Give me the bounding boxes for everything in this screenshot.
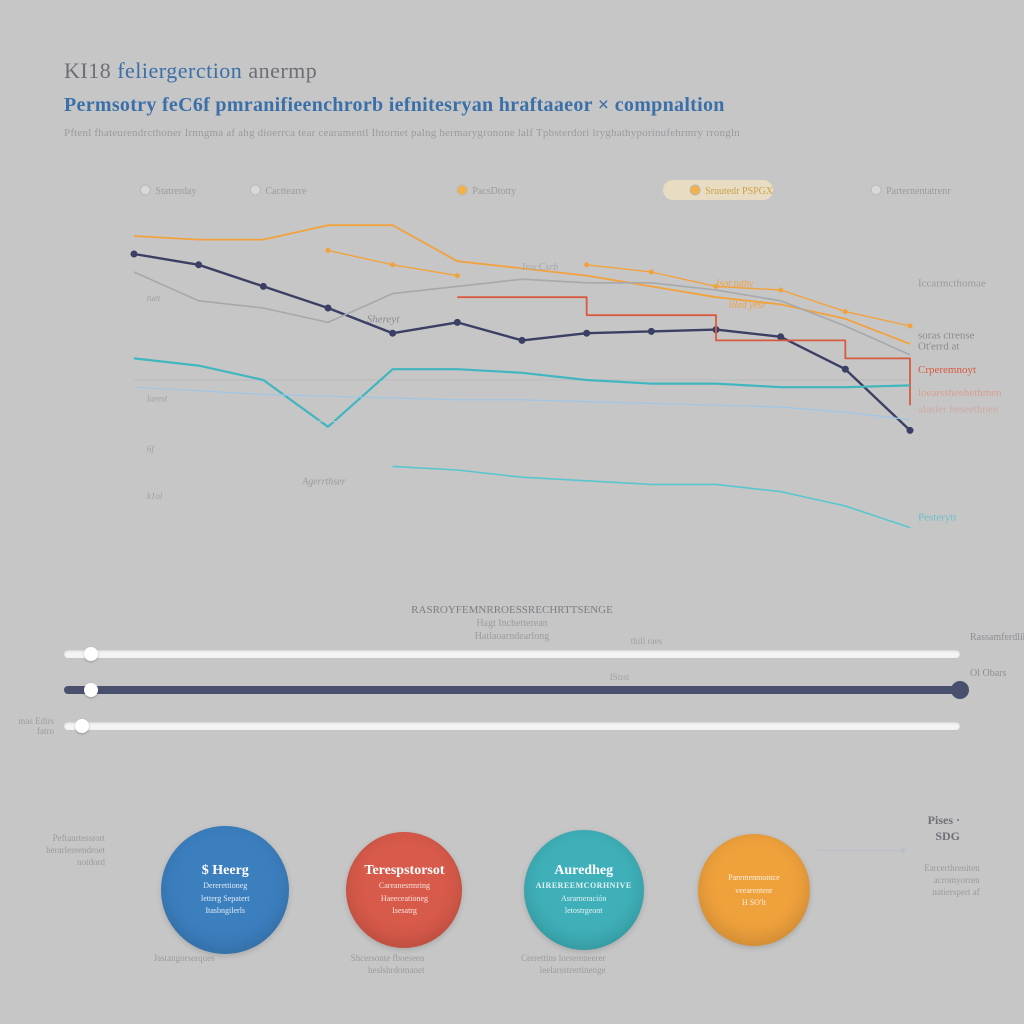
bar-2-tick: IStrst bbox=[610, 672, 630, 682]
circle-line: H SO'lt bbox=[742, 898, 766, 908]
bar-1[interactable]: thill raes Rassamferdlihe bbox=[64, 650, 960, 658]
bar-2-knob-left[interactable] bbox=[84, 683, 98, 697]
circle-line: letterg Sepatert bbox=[201, 894, 250, 904]
svg-text:alasier heseethnen: alasier heseethnen bbox=[918, 403, 999, 415]
axis-caption-sub1: Hagt Inchetterean bbox=[411, 618, 613, 629]
circle-title: $ Heerg bbox=[202, 863, 249, 879]
circle-line: Itasbngilerls bbox=[205, 906, 245, 916]
svg-text:k1ol: k1ol bbox=[147, 491, 163, 501]
bar-2[interactable]: IStrst Ol Obars bbox=[64, 686, 960, 694]
svg-text:Agerrthser: Agerrthser bbox=[301, 476, 345, 487]
svg-text:Cacttearre: Cacttearre bbox=[265, 186, 307, 197]
circle-line: Careanesrmring bbox=[379, 881, 430, 891]
axis-caption-title: RASROYFEMNRROESSRECHRTTSENGE bbox=[411, 604, 613, 616]
subtitle: Permsotry feC6f pmranifieenchrorb iefnit… bbox=[64, 94, 960, 117]
connector-arrow bbox=[817, 850, 907, 851]
bar-1-knob[interactable] bbox=[84, 647, 98, 661]
svg-text:loearssheehethmen: loearssheehethmen bbox=[918, 387, 1002, 399]
svg-text:Parternentatrenr: Parternentatrenr bbox=[886, 186, 951, 197]
circle-line: veearentenr bbox=[735, 886, 772, 896]
svg-text:Ot'errd at: Ot'errd at bbox=[918, 340, 959, 352]
circle-c1[interactable]: $ Heerg Dererettioneg letterg Sepatert Itas… bbox=[161, 826, 289, 954]
svg-text:liled yesr: liled yesr bbox=[729, 300, 766, 311]
description: Pftenl fhateurendrcthoner Irnngma af ahg… bbox=[64, 127, 960, 139]
bar-3[interactable]: mas Edirs fatro bbox=[64, 722, 960, 730]
title-suffix: anermp bbox=[242, 58, 317, 83]
svg-text:6f: 6f bbox=[147, 444, 156, 454]
circle-line: Haeeceationeg bbox=[381, 894, 428, 904]
svg-text:Shereyt: Shereyt bbox=[367, 313, 401, 325]
svg-text:Iccarmcthomae: Iccarmcthomae bbox=[918, 277, 986, 289]
progress-bars: thill raes Rassamferdlihe IStrst Ol Obar… bbox=[64, 650, 960, 758]
bar-2-right-label: Ol Obars bbox=[970, 668, 1006, 679]
bar-3-left-label: mas Edirs fatro bbox=[6, 716, 54, 736]
circle-line: letostrgeont bbox=[565, 906, 603, 916]
circle-subtitle: AIREREEMCORHNIVE bbox=[536, 881, 632, 891]
svg-text:larest: larest bbox=[147, 394, 168, 404]
svg-text:Statrerday: Statrerday bbox=[155, 186, 196, 197]
title-line-1: KI18 feliergerction anermp bbox=[64, 58, 960, 84]
svg-text:Sruutedr PSPGX: Sruutedr PSPGX bbox=[705, 186, 774, 197]
circle-line: Isesatrg bbox=[392, 906, 417, 916]
circle-outer-label: Pises · SDG bbox=[924, 812, 960, 844]
bar-1-right-label: Rassamferdlihe bbox=[970, 632, 1024, 643]
category-circles: $ Heerg Dererettioneg letterg Sepatert Itas… bbox=[64, 792, 960, 992]
circle-line: Dererettioneg bbox=[203, 881, 247, 891]
svg-text:Isot tuthy: Isot tuthy bbox=[715, 278, 754, 289]
bar-2-knob-right[interactable] bbox=[953, 683, 967, 697]
line-chart: Statrerday Cacttearre PacsDtotty Sruutedr P… bbox=[64, 170, 960, 590]
circle-outer-label: Earcerthrenitenacromyorrennatierspert af bbox=[924, 862, 979, 898]
circle-c4[interactable]: Paremenmontce veearentenr H SO'lt bbox=[698, 834, 810, 946]
title-prefix: KI18 bbox=[64, 58, 117, 83]
chart-svg: Statrerday Cacttearre PacsDtotty Sruutedr P… bbox=[64, 170, 960, 590]
circle-line: Asrarneración bbox=[561, 894, 606, 904]
title-accent: feliergerction bbox=[117, 58, 242, 83]
x-axis-caption: RASROYFEMNRROESSRECHRTTSENGE Hagt Inchet… bbox=[411, 604, 613, 642]
circle-outer-label: Peftanrtessrortherarlereendroetnotdord bbox=[46, 832, 105, 868]
bar-1-tick: thill raes bbox=[631, 636, 662, 646]
svg-text:IracCsrb: IracCsrb bbox=[521, 262, 558, 273]
circle-outer-label: Jastangorserques bbox=[154, 952, 215, 964]
svg-text:Pesterytt: Pesterytt bbox=[918, 511, 957, 523]
circle-title: Auredheg bbox=[554, 863, 613, 879]
header: KI18 feliergerction anermp Permsotry feC… bbox=[64, 58, 960, 139]
bar-3-knob[interactable] bbox=[75, 719, 89, 733]
circle-c3[interactable]: Auredheg AIREREEMCORHNIVE Asrarneración let… bbox=[524, 830, 644, 950]
circle-line: Paremenmontce bbox=[728, 873, 780, 883]
svg-text:tuet: tuet bbox=[147, 293, 161, 303]
svg-text:PacsDtotty: PacsDtotty bbox=[472, 186, 516, 197]
axis-caption-sub2: Hatlaoarndearlong bbox=[411, 631, 613, 642]
circle-outer-label: Cerrettins lorsereneererleelarsstrertine… bbox=[521, 952, 606, 976]
circle-outer-label: Shcersonte fboeseenheslshrdomanet bbox=[351, 952, 425, 976]
circle-title: Terespstorsot bbox=[364, 863, 444, 879]
circle-c2[interactable]: Terespstorsot Careanesrmring Haeeceationeg… bbox=[346, 832, 462, 948]
svg-text:Crperemnoyt: Crperemnoyt bbox=[918, 364, 976, 376]
